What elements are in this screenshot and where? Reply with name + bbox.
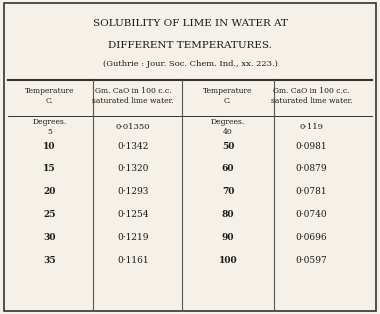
Text: 0·1320: 0·1320: [117, 165, 149, 173]
Text: Gm. CaO in 100 c.c.
saturated lime water.: Gm. CaO in 100 c.c. saturated lime water…: [271, 87, 352, 105]
Text: 0·1254: 0·1254: [117, 210, 149, 219]
Text: 0·0696: 0·0696: [296, 233, 328, 242]
Text: 0·0597: 0·0597: [296, 256, 328, 265]
Text: 0·1342: 0·1342: [117, 142, 149, 150]
Text: (Guthrie : Jour. Soc. Chem. Ind., xx. 223.): (Guthrie : Jour. Soc. Chem. Ind., xx. 22…: [103, 60, 277, 68]
Text: 70: 70: [222, 187, 234, 196]
Text: Degrees.
40: Degrees. 40: [211, 118, 245, 136]
Text: Temperature
C.: Temperature C.: [25, 87, 74, 105]
Text: Degrees.
5: Degrees. 5: [32, 118, 66, 136]
Text: 0·1219: 0·1219: [117, 233, 149, 242]
Text: 10: 10: [43, 142, 55, 150]
Text: Gm. CaO in 100 c.c.
saturated lime water.: Gm. CaO in 100 c.c. saturated lime water…: [92, 87, 174, 105]
Text: 0·1293: 0·1293: [117, 187, 149, 196]
Text: 35: 35: [43, 256, 56, 265]
Text: 20: 20: [43, 187, 55, 196]
Text: SOLUBILITY OF LIME IN WATER AT: SOLUBILITY OF LIME IN WATER AT: [93, 19, 287, 28]
Text: 50: 50: [222, 142, 234, 150]
Text: 80: 80: [222, 210, 234, 219]
Text: Temperature
C.: Temperature C.: [203, 87, 253, 105]
Text: 30: 30: [43, 233, 55, 242]
Text: 100: 100: [218, 256, 238, 265]
Text: 0·119: 0·119: [299, 123, 324, 131]
Text: 0·0879: 0·0879: [296, 165, 328, 173]
Text: DIFFERENT TEMPERATURES.: DIFFERENT TEMPERATURES.: [108, 41, 272, 50]
Text: 60: 60: [222, 165, 234, 173]
Text: 0·1161: 0·1161: [117, 256, 149, 265]
Text: 0·0981: 0·0981: [296, 142, 328, 150]
Text: 25: 25: [43, 210, 55, 219]
Text: 15: 15: [43, 165, 56, 173]
Text: 0·0781: 0·0781: [296, 187, 328, 196]
Text: 0·0740: 0·0740: [296, 210, 328, 219]
Text: 0·01350: 0·01350: [116, 123, 150, 131]
Text: 90: 90: [222, 233, 234, 242]
